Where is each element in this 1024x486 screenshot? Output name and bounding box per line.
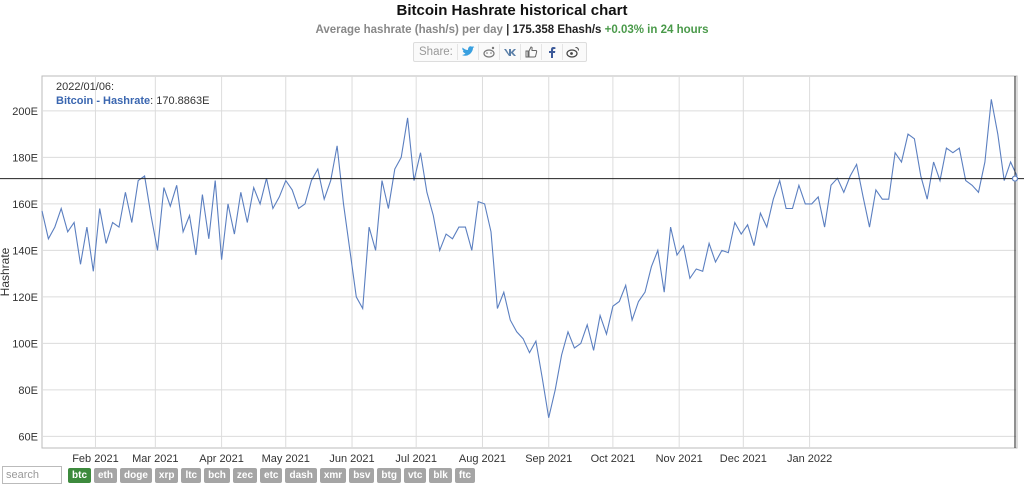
share-bar: Share: (413, 42, 587, 62)
coin-button-xrp[interactable]: xrp (154, 467, 179, 483)
plot-frame (41, 75, 1018, 449)
x-tick-label: Feb 2021 (72, 453, 118, 465)
bottom-bar: search btc eth doge xrp ltc bch zec etc dash xmr b… (0, 465, 476, 485)
x-axis: Feb 2021 Mar 2021 Apr 2021 May 2021 Jun 2021… (72, 453, 832, 465)
vk-icon[interactable] (498, 44, 520, 60)
coin-button-btc[interactable]: btc (68, 467, 91, 483)
coin-button-blk[interactable]: blk (429, 467, 452, 483)
coin-button-eth[interactable]: eth (94, 467, 117, 483)
hashrate-chart[interactable]: 60E 80E 100E 120E 140E 160E 180E 200E Feb 2021 M… (0, 74, 1024, 468)
like-icon[interactable] (519, 44, 541, 60)
crosshair-point (1011, 175, 1019, 182)
chart-subtitle: Average hashrate (hash/s) per day | 175.… (0, 24, 1024, 36)
weibo-icon[interactable] (561, 44, 583, 60)
facebook-icon[interactable] (540, 44, 562, 60)
tooltip-date: 2022/01/06: (56, 81, 114, 93)
search-input[interactable]: search (2, 466, 62, 484)
tooltip-line: Bitcoin - Hashrate: 170.8863E (56, 95, 209, 107)
coin-button-ltc[interactable]: ltc (181, 467, 202, 483)
y-tick-label: 80E (18, 385, 38, 397)
x-tick-label: Jul 2021 (395, 453, 437, 465)
x-tick-label: Sep 2021 (525, 453, 572, 465)
x-tick-label: Aug 2021 (459, 453, 506, 465)
coin-button-doge[interactable]: doge (120, 467, 152, 483)
x-tick-label: Jun 2021 (329, 453, 374, 465)
coin-button-bsv[interactable]: bsv (349, 467, 375, 483)
hashrate-line (41, 99, 1018, 418)
current-hashrate: 175.358 Ehash/s (512, 24, 602, 36)
x-tick-label: Dec 2021 (720, 453, 767, 465)
y-tick-label: 160E (12, 199, 38, 211)
tooltip-value: : 170.8863E (150, 95, 209, 107)
chart-title: Bitcoin Hashrate historical chart (396, 2, 628, 19)
coin-button-xmr[interactable]: xmr (319, 467, 347, 483)
coin-button-zec[interactable]: zec (232, 467, 258, 483)
subtitle-separator: | (506, 24, 510, 36)
tooltip-series: Bitcoin - Hashrate (56, 95, 150, 107)
coin-button-bch[interactable]: bch (204, 467, 230, 483)
twitter-icon[interactable] (456, 44, 478, 60)
y-tick-label: 180E (12, 152, 38, 164)
x-tick-label: Apr 2021 (199, 453, 244, 465)
y-tick-label: 120E (12, 292, 38, 304)
y-tick-label: 60E (18, 431, 38, 443)
y-axis-label: Hashrate (0, 247, 12, 296)
chart-svg[interactable]: 60E 80E 100E 120E 140E 160E 180E 200E Feb 2021 M… (0, 74, 1024, 468)
reddit-icon[interactable] (477, 44, 499, 60)
coin-selector: btc eth doge xrp ltc bch zec etc dash xmr bsv btg vt… (65, 467, 476, 483)
y-tick-label: 100E (12, 338, 38, 350)
coin-button-dash[interactable]: dash (285, 467, 317, 483)
series-group (41, 99, 1018, 418)
coin-button-ftc[interactable]: ftc (454, 467, 476, 483)
tooltip: 2022/01/06: Bitcoin - Hashrate: 170.8863… (56, 81, 209, 107)
coin-button-btg[interactable]: btg (377, 467, 401, 483)
x-tick-label: May 2021 (262, 453, 310, 465)
x-tick-label: Oct 2021 (591, 453, 636, 465)
x-tick-label: Mar 2021 (132, 453, 178, 465)
crosshair (0, 76, 1024, 448)
x-tick-label: Jan 2022 (787, 453, 832, 465)
x-tick-label: Nov 2021 (656, 453, 703, 465)
y-tick-label: 140E (12, 245, 38, 257)
y-tick-label: 200E (12, 106, 38, 118)
y-axis: 60E 80E 100E 120E 140E 160E 180E 200E (12, 106, 38, 444)
share-label: Share: (419, 46, 453, 58)
coin-button-vtc[interactable]: vtc (403, 467, 427, 483)
grid-lines (41, 75, 1018, 449)
subtitle-text: Average hashrate (hash/s) per day (315, 24, 503, 36)
change-24h: +0.03% in 24 hours (604, 24, 709, 36)
coin-button-etc[interactable]: etc (260, 467, 283, 483)
